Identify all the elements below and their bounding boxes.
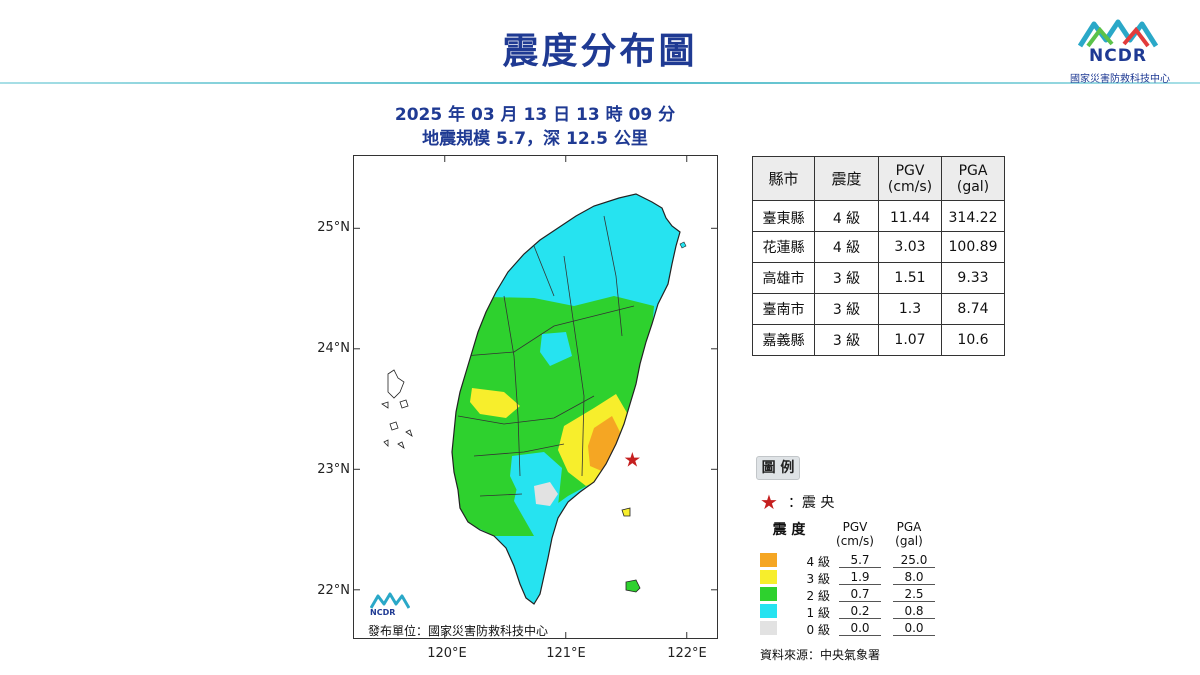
lon-label-120: 120°E [427, 646, 467, 661]
taiwan-coastline [451, 193, 681, 605]
legend-epicenter: ★ ：震 央 [760, 490, 834, 514]
legend-swatch [760, 587, 777, 601]
green-island [621, 507, 631, 517]
data-source: 資料來源：中央氣象署 [760, 648, 881, 662]
cell-county: 高雄市 [752, 262, 815, 294]
taiwan-map-svg: ★ [354, 156, 717, 638]
legend-level: 2 級 [806, 589, 830, 603]
level2-zone [452, 296, 654, 536]
table-row: 高雄市 3 級 1.51 9.33 [752, 262, 1005, 294]
legend-swatch [760, 570, 777, 584]
cell-pgv: 1.3 [878, 293, 942, 325]
star-icon: ★ [760, 490, 778, 514]
lon-label-122: 122°E [667, 646, 707, 661]
epicenter-marker: ★ [623, 447, 641, 471]
legend-level: 4 級 [806, 555, 830, 569]
header-level: 震度 [814, 156, 879, 201]
event-datetime: 2025 年 03 月 13 日 13 時 09 分 [394, 105, 676, 125]
table-row: 臺南市 3 級 1.3 8.74 [752, 293, 1005, 325]
legend-swatch [760, 553, 777, 567]
publisher-logo-text: NCDR [370, 608, 396, 617]
cell-pga: 9.33 [941, 262, 1005, 294]
ncdr-mountain-icon [1078, 19, 1158, 48]
cell-pga: 10.6 [941, 324, 1005, 356]
intensity-map: ★ [353, 155, 718, 639]
level1-patch [540, 332, 572, 366]
cell-pga: 314.22 [941, 200, 1005, 232]
intensity-table: 縣市 震度 PGV (cm/s) PGA (gal) 臺東縣 4 級 11.44 3… [752, 156, 1005, 356]
org-name: 國家災害防救科技中心 [1070, 74, 1170, 85]
lat-label-25: 25°N [317, 220, 350, 235]
legend-col-pgv: PGV (cm/s) [836, 520, 874, 548]
page-title: 震度分布圖 [502, 31, 698, 72]
legend-level: 1 級 [806, 606, 830, 620]
legend-col-pga: PGA (gal) [895, 520, 923, 548]
cell-level: 4 級 [814, 200, 879, 232]
cell-pga: 8.74 [941, 293, 1005, 325]
cell-pga: 100.89 [941, 231, 1005, 263]
lon-label-121: 121°E [546, 646, 586, 661]
legend-pgv: 0.2 [839, 604, 881, 619]
legend-pgv: 5.7 [839, 553, 881, 568]
lat-label-23: 23°N [317, 462, 350, 477]
cell-pgv: 1.07 [878, 324, 942, 356]
legend-pga: 25.0 [893, 553, 935, 568]
lat-label-24: 24°N [317, 341, 350, 356]
cell-level: 3 級 [814, 324, 879, 356]
cell-pgv: 11.44 [878, 200, 942, 232]
lat-label-22: 22°N [317, 583, 350, 598]
legend-pga: 8.0 [893, 570, 935, 585]
legend-pgv: 0.7 [839, 587, 881, 602]
header-pgv: PGV (cm/s) [878, 156, 942, 201]
logo-text: NCDR [1089, 46, 1147, 66]
header-divider [0, 82, 1200, 84]
cell-level: 4 級 [814, 231, 879, 263]
level3-zone-west [470, 388, 520, 418]
legend-swatch [760, 604, 777, 618]
header-pga: PGA (gal) [941, 156, 1005, 201]
cell-county: 嘉義縣 [752, 324, 815, 356]
legend-pga: 0.0 [893, 621, 935, 636]
axis-ticks [354, 156, 717, 638]
cell-pgv: 3.03 [878, 231, 942, 263]
level0-zone [534, 482, 558, 506]
ncdr-logo: NCDR 國家災害防救科技中心 [1060, 18, 1190, 88]
legend-pga: 2.5 [893, 587, 935, 602]
cell-county: 花蓮縣 [752, 231, 815, 263]
header-county: 縣市 [752, 156, 815, 201]
event-magnitude-depth: 地震規模 5.7，深 12.5 公里 [422, 129, 648, 149]
legend-pgv: 1.9 [839, 570, 881, 585]
publisher-label: 發布單位：國家災害防救科技中心 [368, 624, 549, 638]
table-row: 花蓮縣 4 級 3.03 100.89 [752, 231, 1005, 263]
cell-level: 3 級 [814, 262, 879, 294]
table-row: 嘉義縣 3 級 1.07 10.6 [752, 324, 1005, 356]
guishan-island [679, 241, 687, 249]
legend-title: 圖 例 [756, 456, 800, 480]
legend-level: 0 級 [806, 623, 830, 637]
cell-level: 3 級 [814, 293, 879, 325]
county-boundaries [457, 215, 635, 497]
legend-swatch [760, 621, 777, 635]
table-row: 臺東縣 4 級 11.44 314.22 [752, 200, 1005, 232]
cell-county: 臺南市 [752, 293, 815, 325]
cell-pgv: 1.51 [878, 262, 942, 294]
orchid-island [625, 579, 641, 593]
legend-col-level: 震 度 [772, 522, 806, 538]
legend-level: 3 級 [806, 572, 830, 586]
legend-pga: 0.8 [893, 604, 935, 619]
penghu-islands [381, 369, 413, 449]
legend-pgv: 0.0 [839, 621, 881, 636]
cell-county: 臺東縣 [752, 200, 815, 232]
legend-epicenter-label: ：震 央 [787, 495, 835, 511]
publisher-logo-icon [370, 592, 410, 609]
